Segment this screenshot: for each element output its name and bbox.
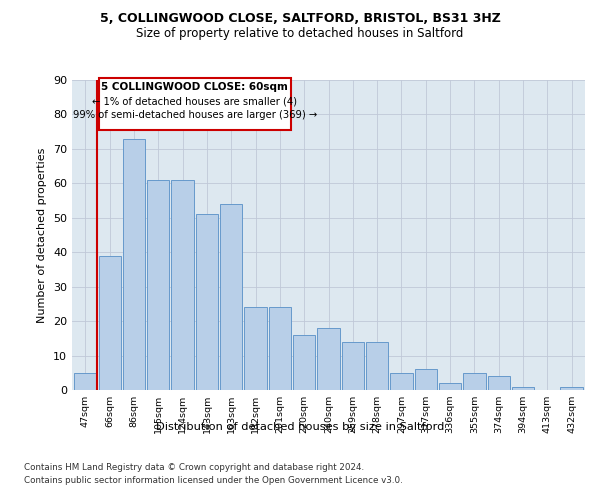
Bar <box>196 214 218 390</box>
Bar <box>463 373 485 390</box>
Text: 99% of semi-detached houses are larger (369) →: 99% of semi-detached houses are larger (… <box>73 110 317 120</box>
Bar <box>269 308 291 390</box>
Bar <box>147 180 169 390</box>
FancyBboxPatch shape <box>99 78 291 130</box>
Text: Size of property relative to detached houses in Saltford: Size of property relative to detached ho… <box>136 28 464 40</box>
Y-axis label: Number of detached properties: Number of detached properties <box>37 148 47 322</box>
Bar <box>390 373 413 390</box>
Bar <box>317 328 340 390</box>
Bar <box>341 342 364 390</box>
Bar <box>439 383 461 390</box>
Bar <box>123 138 145 390</box>
Bar <box>415 370 437 390</box>
Bar <box>98 256 121 390</box>
Text: ← 1% of detached houses are smaller (4): ← 1% of detached houses are smaller (4) <box>92 96 297 106</box>
Bar <box>293 335 316 390</box>
Bar <box>512 386 534 390</box>
Bar <box>74 373 97 390</box>
Bar <box>366 342 388 390</box>
Bar <box>172 180 194 390</box>
Bar <box>220 204 242 390</box>
Text: 5 COLLINGWOOD CLOSE: 60sqm: 5 COLLINGWOOD CLOSE: 60sqm <box>101 82 288 92</box>
Bar <box>488 376 510 390</box>
Text: Contains public sector information licensed under the Open Government Licence v3: Contains public sector information licen… <box>24 476 403 485</box>
Text: 5, COLLINGWOOD CLOSE, SALTFORD, BRISTOL, BS31 3HZ: 5, COLLINGWOOD CLOSE, SALTFORD, BRISTOL,… <box>100 12 500 26</box>
Bar <box>560 386 583 390</box>
Bar <box>244 308 267 390</box>
Text: Contains HM Land Registry data © Crown copyright and database right 2024.: Contains HM Land Registry data © Crown c… <box>24 462 364 471</box>
Text: Distribution of detached houses by size in Saltford: Distribution of detached houses by size … <box>156 422 444 432</box>
